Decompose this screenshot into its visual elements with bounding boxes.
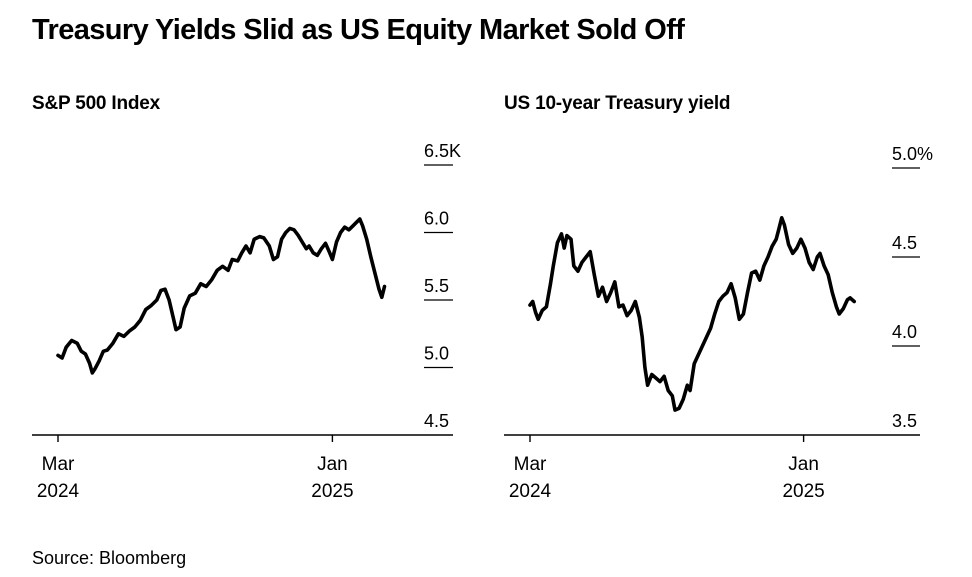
x-tick-label-year: 2025: [782, 481, 824, 502]
source-note: Source: Bloomberg: [32, 548, 187, 568]
x-tick-label-year: 2025: [311, 481, 353, 502]
sp500-panel: 6.5K 6.0 5.5 5.0 4.5 Mar 2024 Jan 2025: [32, 141, 461, 502]
y-tick-label: 6.0: [424, 209, 449, 229]
y-tick-label: 6.5K: [424, 141, 461, 161]
y-tick-label: 5.0: [424, 344, 449, 364]
y-tick-label: 3.5: [892, 411, 917, 431]
series-line: [56, 217, 387, 375]
y-tick-label: 4.0: [892, 322, 917, 342]
y-tick-label: 5.0%: [892, 144, 933, 164]
x-tick-label-year: 2024: [509, 481, 552, 502]
chart-title: Treasury Yields Slid as US Equity Market…: [32, 14, 685, 46]
y-tick-label: 5.5: [424, 276, 449, 296]
treasury-yield-panel: 5.0% 4.5 4.0 3.5 Mar 2024 Jan 2025: [504, 144, 933, 502]
right-panel-title: US 10-year Treasury yield: [504, 93, 731, 114]
x-tick-label-month: Jan: [788, 454, 819, 475]
x-tick-label-month: Mar: [42, 454, 75, 475]
x-tick-label-year: 2024: [37, 481, 80, 502]
left-panel-title: S&P 500 Index: [32, 93, 161, 114]
x-tick-label-month: Jan: [317, 454, 348, 475]
y-tick-label: 4.5: [424, 411, 449, 431]
series-line: [528, 216, 856, 412]
x-tick-label-month: Mar: [514, 454, 547, 475]
y-tick-label: 4.5: [892, 233, 917, 253]
